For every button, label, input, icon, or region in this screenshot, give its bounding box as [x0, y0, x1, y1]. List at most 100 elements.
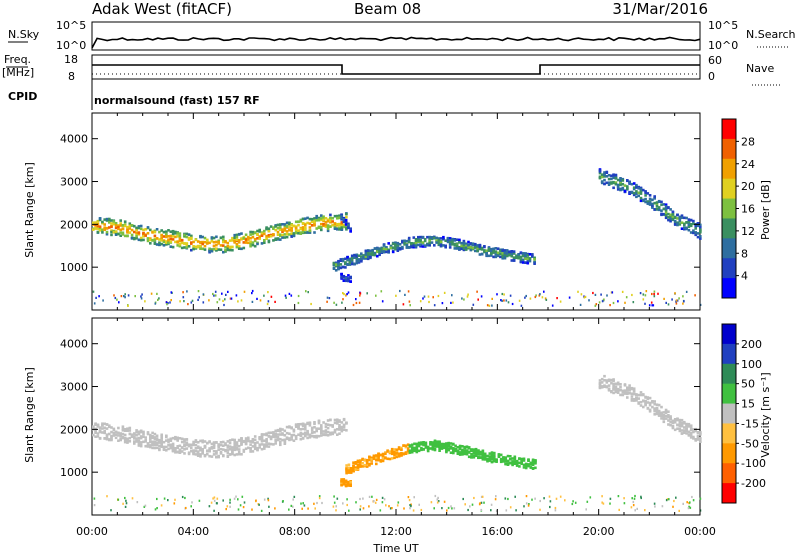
echo-cell-0 [192, 452, 195, 456]
ground-scatter-cell [594, 304, 597, 307]
echo-cell-0 [240, 438, 243, 441]
echo-cell-0 [299, 431, 303, 435]
echo-cell-0 [128, 440, 132, 443]
echo-cell-0 [149, 440, 152, 444]
echo-cell-0 [165, 449, 168, 452]
echo-cell-0 [306, 221, 309, 225]
echo-cell-0 [242, 241, 246, 244]
echo-cell-0 [331, 220, 334, 223]
echo-cell-2 [452, 450, 455, 454]
echo-cell-0 [137, 238, 141, 242]
echo-cell-0 [285, 221, 289, 225]
echo-cell-4 [696, 222, 700, 225]
echo-cell-2 [456, 450, 460, 454]
echo-cell-0 [103, 226, 106, 229]
echo-cell-1 [401, 245, 404, 249]
echo-cell-4 [655, 207, 659, 211]
echo-cell-0 [331, 217, 334, 220]
echo-cell-1 [508, 250, 511, 254]
ground-scatter-cell [683, 300, 685, 303]
ground-scatter-cell [237, 498, 239, 501]
echo-cell-4 [678, 418, 682, 422]
velocity-frame [91, 317, 701, 516]
echo-cell-0 [340, 427, 344, 431]
echo-cell-4 [669, 420, 672, 424]
echo-cell-0 [226, 244, 230, 248]
ground-scatter-cell [437, 294, 440, 298]
echo-cell-4 [664, 417, 668, 420]
echo-cell-1 [428, 235, 431, 239]
echo-cell-1 [349, 471, 353, 474]
echo-cell-0 [263, 445, 266, 449]
echo-cell-0 [276, 233, 280, 236]
echo-cell-0 [260, 433, 264, 436]
ground-scatter-cell [609, 497, 612, 500]
colorbar-tick-label: 8 [741, 247, 748, 260]
echo-cell-0 [274, 237, 277, 240]
echo-cell-0 [178, 237, 182, 240]
echo-cell-0 [98, 218, 102, 222]
echo-cell-0 [114, 430, 118, 434]
echo-cell-1 [490, 254, 493, 257]
echo-cell-0 [203, 236, 207, 240]
ground-scatter-cell [505, 299, 508, 302]
echo-cell-1 [503, 256, 507, 260]
echo-cell-0 [142, 432, 145, 436]
ground-scatter-cell [632, 500, 635, 504]
echo-cell-0 [174, 435, 177, 439]
echo-cell-2 [463, 450, 466, 454]
echo-cell-0 [244, 238, 248, 241]
echo-cell-1 [349, 469, 353, 472]
echo-cell-0 [253, 239, 257, 243]
echo-cell-1 [366, 250, 370, 253]
echo-cell-1 [352, 461, 355, 464]
echo-cell-0 [135, 437, 138, 440]
echo-cell-0 [294, 220, 298, 224]
ground-scatter-cell [528, 503, 530, 506]
echo-cell-0 [233, 236, 236, 240]
echo-cell-0 [174, 451, 177, 454]
echo-cell-1 [428, 244, 431, 247]
ground-scatter-cell [348, 509, 350, 512]
echo-cell-4 [632, 390, 636, 393]
echo-cell-1 [448, 243, 452, 246]
echo-cell-1 [388, 457, 392, 461]
ground-scatter-cell [483, 501, 485, 504]
echo-cell-4 [600, 173, 604, 176]
echo-cell-0 [137, 225, 141, 228]
echo-cell-1 [337, 264, 340, 267]
echo-cell-0 [263, 241, 266, 244]
echo-cell-0 [133, 440, 136, 444]
echo-cell-0 [315, 427, 318, 430]
power-data [92, 168, 702, 307]
ground-scatter-cell [409, 504, 411, 507]
echo-cell-1 [453, 244, 457, 247]
echo-cell-1 [501, 255, 504, 258]
echo-cell-0 [210, 455, 214, 458]
echo-cell-0 [149, 242, 152, 245]
echo-cell-0 [345, 226, 348, 229]
echo-cell-0 [187, 233, 191, 236]
ground-scatter-cell [335, 505, 337, 508]
echo-cell-1 [337, 259, 340, 263]
echo-cell-4 [644, 197, 647, 201]
echo-cell-0 [226, 446, 230, 449]
echo-cell-0 [144, 228, 147, 231]
echo-cell-0 [260, 437, 264, 441]
noise-frame [91, 21, 701, 51]
echo-cell-0 [299, 232, 303, 235]
echo-cell-4 [628, 191, 631, 195]
echo-cell-0 [292, 428, 296, 432]
ground-scatter-cell [268, 505, 270, 508]
ground-scatter-cell [651, 292, 653, 296]
ground-scatter-cell [674, 292, 676, 295]
ground-scatter-cell [235, 294, 238, 297]
ground-scatter-cell [237, 300, 239, 303]
echo-cell-1 [533, 258, 536, 261]
echo-cell-1 [334, 269, 338, 272]
echo-cell-1 [467, 245, 470, 249]
echo-cell-0 [294, 436, 298, 440]
echo-cell-1 [430, 241, 434, 244]
echo-cell-0 [190, 446, 193, 450]
nsky-label: N.Sky [8, 28, 40, 41]
